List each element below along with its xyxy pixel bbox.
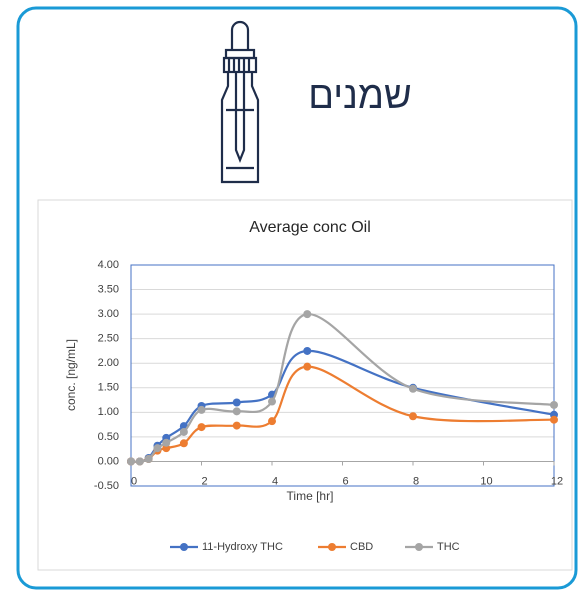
y-tick-label: 3.00 [98, 308, 119, 320]
x-tick-label: 0 [131, 475, 137, 487]
series-marker [550, 400, 558, 409]
series-marker [409, 384, 417, 393]
series-marker [268, 397, 276, 406]
series-marker [197, 423, 206, 432]
series-marker [179, 427, 188, 436]
chart-panel [37, 199, 573, 571]
series-marker [232, 407, 241, 416]
x-axis-label: Time [hr] [287, 489, 334, 503]
series-marker [153, 444, 162, 453]
y-axis-label: conc. [ng/mL] [64, 339, 78, 411]
legend-label: THC [437, 541, 460, 553]
y-tick-label: -0.50 [94, 480, 119, 492]
x-tick-label: 12 [551, 475, 563, 487]
series-marker [197, 405, 206, 414]
y-tick-label: 0.50 [98, 431, 119, 443]
dropper-icon [220, 20, 260, 184]
series-marker [232, 421, 241, 430]
series-marker [303, 310, 312, 319]
plot-frame [130, 264, 555, 487]
x-tick-label: 8 [413, 475, 419, 487]
series-marker [550, 415, 558, 424]
y-tick-label: 2.50 [98, 333, 119, 345]
y-tick-label: 1.50 [98, 382, 119, 394]
series-marker [303, 346, 312, 355]
legend-marker [328, 543, 336, 551]
y-tick-label: 1.00 [98, 406, 119, 418]
legend-label: 11-Hydroxy THC [202, 541, 283, 553]
y-tick-label: 2.00 [98, 357, 119, 369]
chart-title: Average conc Oil [249, 219, 371, 236]
series-marker [162, 438, 171, 447]
x-tick-label: 6 [342, 475, 348, 487]
legend-label: CBD [350, 541, 373, 553]
y-tick-label: 3.50 [98, 283, 119, 295]
series-marker [179, 439, 188, 448]
legend-marker [415, 543, 423, 551]
series-marker [135, 457, 144, 466]
series-marker [268, 417, 276, 426]
x-tick-label: 2 [201, 475, 207, 487]
section-title: שמנים [308, 75, 412, 117]
legend-marker [180, 543, 188, 551]
y-tick-label: 4.00 [98, 259, 119, 271]
x-tick-label: 4 [272, 475, 278, 487]
series-marker [127, 457, 135, 466]
series-marker [232, 398, 241, 407]
series-marker [144, 454, 153, 463]
series-marker [303, 362, 312, 371]
x-tick-label: 10 [480, 475, 492, 487]
y-tick-label: 0.00 [98, 455, 119, 467]
series-marker [409, 412, 417, 421]
